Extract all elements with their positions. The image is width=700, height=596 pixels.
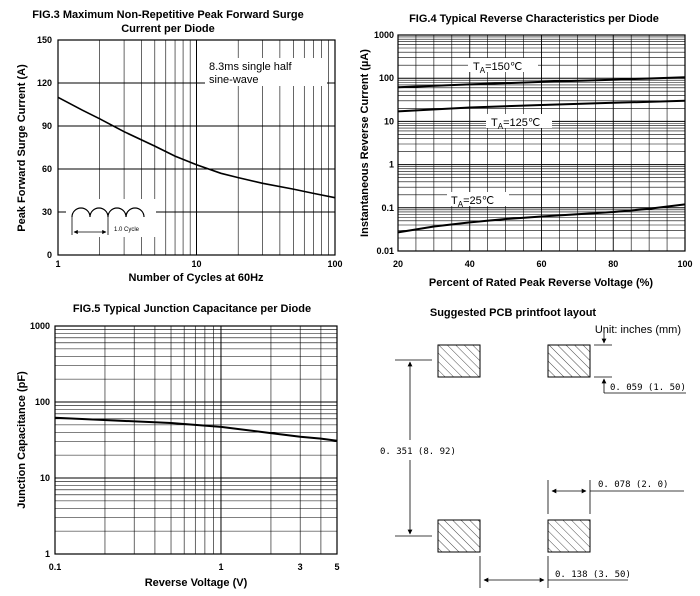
fig5-series-line: [54, 416, 338, 442]
fig3-annotation-line-1: 8.3ms single half: [209, 61, 292, 73]
fig4-y-tick-label: 0.1: [381, 203, 394, 213]
fig5-chart: FIG.5 Typical Junction Capacitance per D…: [16, 303, 340, 589]
fig5-y-tick-label: 10: [40, 473, 50, 483]
fig4-series-25c: [397, 203, 686, 234]
fig4-y-tick-label: 1: [389, 160, 394, 170]
pcb-dim-pad-size: [594, 331, 686, 394]
fig4-y-tick-label: 100: [379, 73, 394, 83]
fig5-x-tick-label: 1: [218, 562, 223, 572]
fig4-label-125c: TA=125℃: [491, 117, 540, 131]
pcb-dim-width-label: 0. 138 (3. 50): [555, 570, 631, 580]
fig5-x-tick-label: 3: [298, 562, 303, 572]
fig5-x-tick-label: 0.1: [49, 562, 62, 572]
fig4-x-tick-label: 100: [677, 259, 692, 269]
fig3-title-line-1: FIG.3 Maximum Non-Repetitive Peak Forwar…: [32, 9, 303, 21]
pcb-dim-gap: [547, 480, 684, 514]
fig3-y-tick-label: 120: [37, 78, 52, 88]
pcb-dim-width: [479, 556, 628, 588]
fig5-plot-frame: [54, 325, 338, 555]
pcb-pad-bottom-right: [547, 519, 591, 553]
fig4-y-tick-label: 10: [384, 116, 394, 126]
fig4-title: FIG.4 Typical Reverse Characteristics pe…: [409, 13, 659, 25]
fig3-plot-frame: [57, 39, 336, 256]
fig5-x-tick-label: 5: [334, 562, 339, 572]
fig3-x-tick-label: 10: [191, 259, 201, 269]
pcb-title: Suggested PCB printfoot layout: [430, 307, 597, 319]
fig5-grid: [54, 326, 338, 555]
pcb-dim-height-label: 0. 351 (8. 92): [380, 447, 456, 457]
fig4-label-25c: TA=25℃: [451, 195, 494, 209]
fig3-tick-labels: 1 10 100 0 30 60 90 120 150: [37, 35, 343, 269]
fig5-y-tick-label: 1: [45, 549, 50, 559]
pcb-unit: Unit: inches (mm): [595, 324, 681, 336]
fig4-plot-frame: [397, 34, 686, 252]
fig5-title: FIG.5 Typical Junction Capacitance per D…: [73, 303, 311, 315]
fig5-ylabel: Junction Capacitance (pF): [16, 371, 28, 509]
fig4-tick-labels: 20 40 60 80 100 0.01 0.1 1 10 100 1000: [374, 30, 693, 269]
fig3-inset-label: 1.0 Cycle: [114, 227, 140, 233]
fig3-x-tick-label: 100: [327, 259, 342, 269]
fig3-x-tick-label: 1: [55, 259, 60, 269]
pcb-pad-bottom-left: [437, 519, 481, 553]
fig3-y-tick-label: 60: [42, 164, 52, 174]
fig4-y-tick-label: 0.01: [376, 246, 394, 256]
fig4-label-150c: TA=150℃: [473, 61, 522, 75]
pcb-layout: Suggested PCB printfoot layout Unit: inc…: [380, 307, 686, 588]
fig3-sine-inset: 1.0 Cycle: [66, 199, 156, 237]
fig3-annotation-box: [205, 58, 327, 86]
pcb-dim-gap-label: 0. 078 (2. 0): [598, 480, 668, 490]
fig5-y-tick-label: 100: [35, 397, 50, 407]
fig4-ylabel: Instantaneous Reverse Current (µA): [359, 49, 371, 237]
fig4-chart: FIG.4 Typical Reverse Characteristics pe…: [359, 13, 693, 289]
fig3-annotation-line-2: sine-wave: [209, 74, 259, 86]
fig3-chart: FIG.3 Maximum Non-Repetitive Peak Forwar…: [16, 9, 343, 284]
fig4-y-tick-label: 1000: [374, 30, 394, 40]
fig4-series-150c: [397, 76, 686, 89]
fig4-grid: [398, 35, 685, 252]
fig3-series-line: [57, 96, 336, 199]
fig3-y-tick-label: 0: [47, 250, 52, 260]
fig5-y-tick-label: 1000: [30, 321, 50, 331]
fig4-x-tick-label: 60: [536, 259, 546, 269]
pcb-pad-top-left: [437, 344, 481, 378]
pcb-dim-height: [395, 359, 432, 537]
fig3-title-line-2: Current per Diode: [121, 23, 215, 35]
fig4-series-125c: [397, 99, 686, 113]
fig3-ylabel: Peak Forward Surge Current (A): [16, 64, 28, 232]
fig4-x-tick-label: 20: [393, 259, 403, 269]
fig4-x-tick-label: 80: [608, 259, 618, 269]
pcb-dim-pad-label: 0. 059 (1. 50): [610, 383, 686, 393]
fig3-xlabel: Number of Cycles at 60Hz: [128, 272, 264, 284]
pcb-pad-top-right: [547, 344, 591, 378]
fig4-x-tick-label: 40: [465, 259, 475, 269]
fig3-y-tick-label: 90: [42, 121, 52, 131]
fig4-xlabel: Percent of Rated Peak Reverse Voltage (%…: [429, 277, 653, 289]
fig5-xlabel: Reverse Voltage (V): [145, 577, 248, 589]
fig3-y-tick-label: 150: [37, 35, 52, 45]
fig5-tick-labels: 0.1 1 3 5 1 10 100 1000: [30, 321, 340, 572]
fig3-y-tick-label: 30: [42, 207, 52, 217]
